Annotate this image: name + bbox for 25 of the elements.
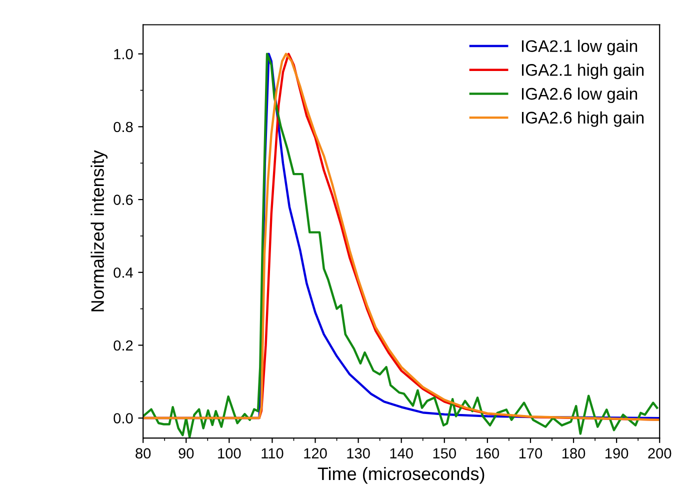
legend-label: IGA2.1 low gain — [522, 40, 638, 56]
x-tick-label: 160 — [476, 448, 500, 459]
legend-label: IGA2.1 high gain — [522, 64, 644, 80]
x-tick-label: 150 — [433, 448, 456, 459]
x-tick-label: 110 — [262, 448, 284, 459]
y-axis-title: Normalized intensity — [90, 150, 108, 312]
y-tick-label: 0.8 — [114, 122, 133, 132]
x-tick-label: 180 — [562, 448, 586, 459]
x-tick-label: 140 — [390, 448, 413, 459]
x-tick-label: 190 — [606, 448, 628, 459]
y-tick-label: 0.2 — [114, 340, 133, 351]
legend-label: IGA2.6 low gain — [522, 87, 638, 104]
x-tick-label: 90 — [178, 448, 194, 459]
legend-label: IGA2.6 high gain — [522, 111, 644, 127]
y-tick-label: 0.4 — [114, 267, 133, 278]
x-axis-title: Time (microseconds) — [318, 466, 484, 484]
y-tick-label: 0.6 — [114, 194, 133, 205]
x-tick-label: 80 — [136, 448, 151, 459]
x-tick-label: 200 — [648, 448, 672, 459]
x-tick-label: 170 — [519, 448, 542, 459]
y-tick-label: 1.0 — [114, 48, 133, 60]
x-tick-label: 120 — [304, 448, 327, 459]
y-tick-label: 0.0 — [114, 413, 133, 424]
x-tick-label: 100 — [218, 448, 241, 459]
x-tick-label: 130 — [347, 448, 370, 459]
